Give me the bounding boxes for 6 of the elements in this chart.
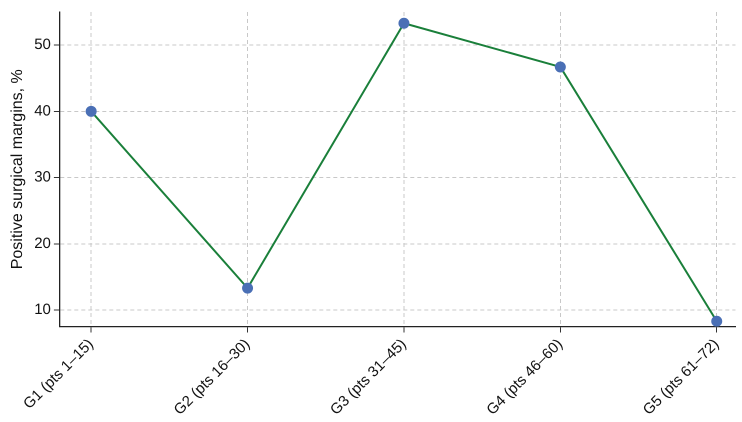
y-tick-label: 10 — [34, 301, 51, 318]
y-tick-label: 30 — [34, 168, 51, 186]
y-tick-label: 20 — [34, 234, 51, 252]
y-tick-label: 50 — [34, 36, 51, 54]
y-axis-title: Positive surgical margins, % — [9, 69, 26, 270]
y-tick-label: 40 — [34, 102, 51, 120]
